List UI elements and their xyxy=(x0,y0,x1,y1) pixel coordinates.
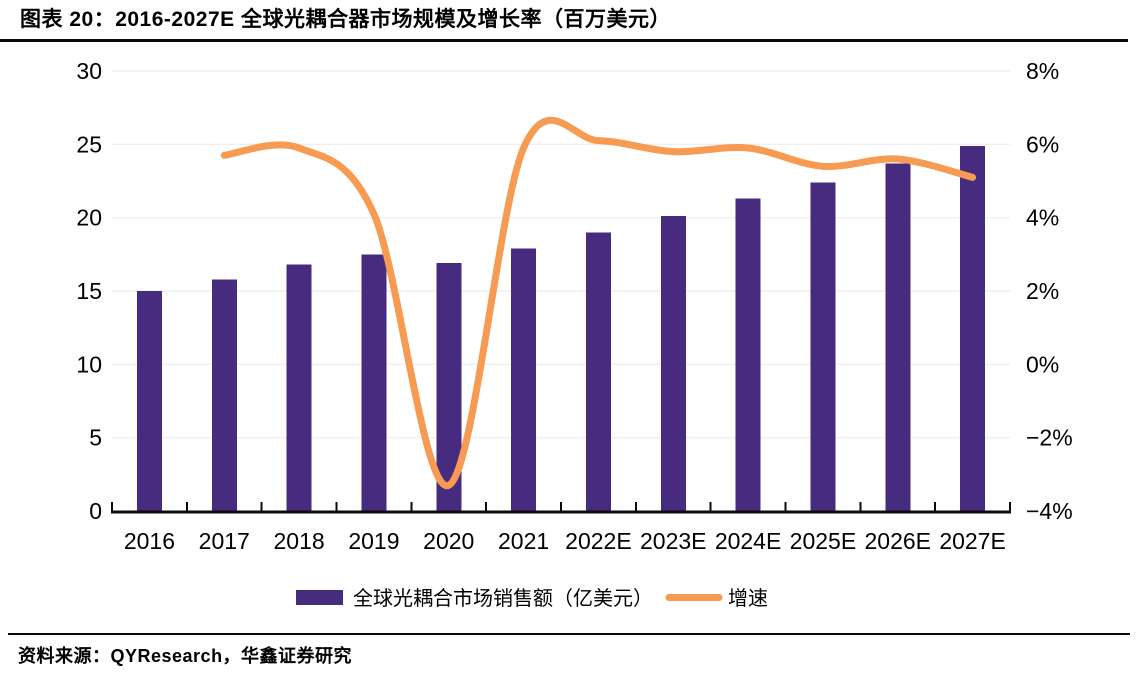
x-axis-label-2024E: 2024E xyxy=(715,528,782,554)
legend-line-label: 增速 xyxy=(728,587,768,610)
x-axis-label-2018: 2018 xyxy=(273,528,324,554)
right-axis-tick-label: 8% xyxy=(1026,58,1059,84)
right-axis-tick-label: −4% xyxy=(1026,498,1073,524)
x-axis-label-2027E: 2027E xyxy=(939,528,1006,554)
right-axis-tick-label: 2% xyxy=(1026,278,1059,304)
x-axis-label-2019: 2019 xyxy=(348,528,399,554)
title-underline xyxy=(0,39,1128,42)
left-axis-tick-label: 30 xyxy=(76,58,102,84)
left-axis-tick-label: 10 xyxy=(76,351,102,377)
bar-2022E xyxy=(585,232,611,512)
bar-2025E xyxy=(810,182,836,511)
x-axis-label-2021: 2021 xyxy=(498,528,549,554)
right-axis-tick-label: 6% xyxy=(1026,131,1059,157)
x-axis-label-2026E: 2026E xyxy=(864,528,931,554)
left-axis-tick-label: 0 xyxy=(89,498,102,524)
source-note: 资料来源：QYResearch，华鑫证券研究 xyxy=(18,646,353,666)
growth-line xyxy=(220,116,977,489)
left-axis-tick-label: 5 xyxy=(89,425,102,451)
bar-2024E xyxy=(735,198,761,511)
right-axis-tick-label: 0% xyxy=(1026,351,1059,377)
bar-2016 xyxy=(136,291,162,511)
plot-area: 0 5 10 15 20 25 30 8% 6% 4% 2% 0% −2% −4% 2016 2017 2018… xyxy=(76,58,1072,554)
right-axis-tick-label: −2% xyxy=(1026,425,1073,451)
right-axis-tick-label: 4% xyxy=(1026,205,1059,231)
legend: 全球光耦合市场销售额（亿美元） 增速 xyxy=(296,587,768,610)
bar-2026E xyxy=(885,163,911,511)
bar-2021 xyxy=(511,248,537,511)
bar-2019 xyxy=(361,254,387,512)
bar-2017 xyxy=(211,279,237,511)
x-axis-label-2020: 2020 xyxy=(423,528,474,554)
x-axis-label-2016: 2016 xyxy=(124,528,175,554)
x-axis-label-2022E: 2022E xyxy=(565,528,632,554)
left-axis-tick-label: 15 xyxy=(76,278,102,304)
legend-bar-swatch xyxy=(296,590,343,605)
x-axis-label-2017: 2017 xyxy=(199,528,250,554)
bar-2018 xyxy=(286,264,312,511)
x-axis-label-2025E: 2025E xyxy=(790,528,857,554)
bar-2023E xyxy=(660,216,686,511)
legend-bar-label: 全球光耦合市场销售额（亿美元） xyxy=(353,587,653,610)
left-axis-tick-label: 25 xyxy=(76,131,102,157)
footer-divider xyxy=(8,633,1130,635)
chart-title: 图表 20：2016-2027E 全球光耦合器市场规模及增长率（百万美元） xyxy=(20,8,671,31)
x-axis-label-2023E: 2023E xyxy=(640,528,707,554)
bar-2027E xyxy=(960,145,986,512)
left-axis-tick-label: 20 xyxy=(76,205,102,231)
